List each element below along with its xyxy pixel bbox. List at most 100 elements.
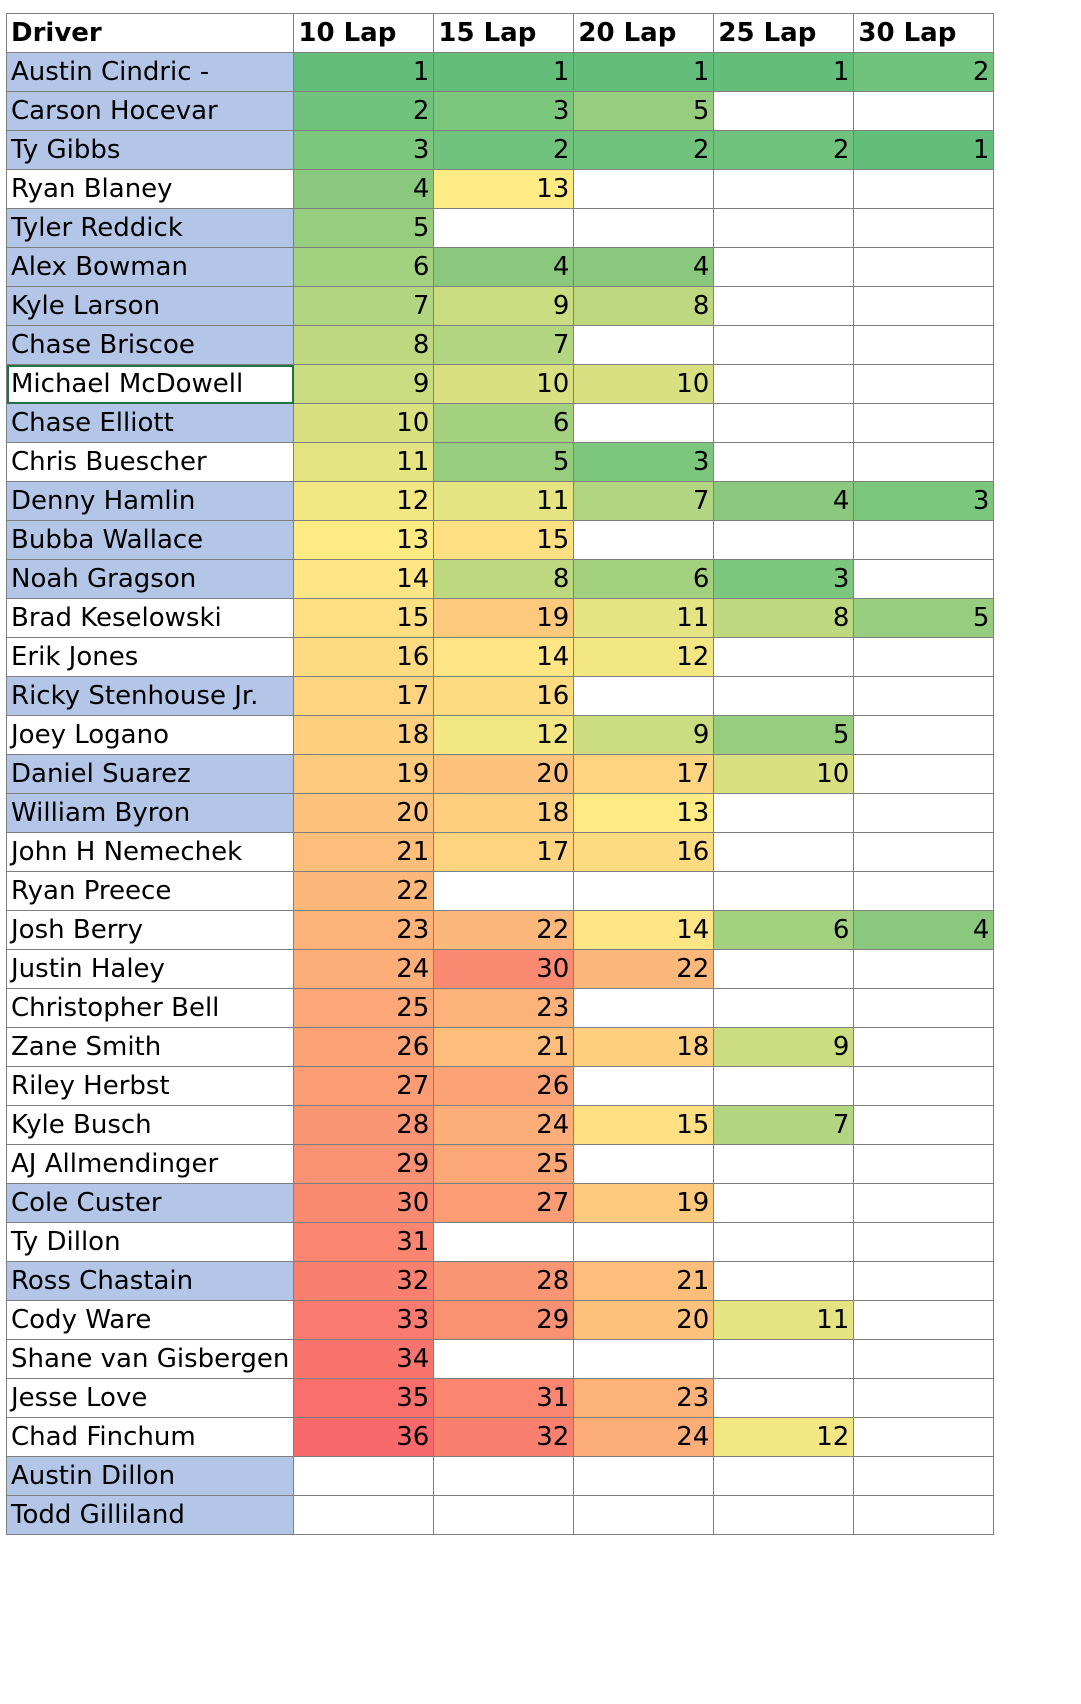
rank-cell[interactable]: 6 [433, 403, 575, 443]
rank-cell[interactable]: 8 [293, 325, 435, 365]
rank-cell[interactable]: 32 [293, 1261, 435, 1301]
rank-cell[interactable] [713, 793, 855, 833]
rank-cell[interactable] [573, 988, 715, 1028]
rank-cell[interactable]: 18 [433, 793, 575, 833]
rank-cell[interactable]: 13 [573, 793, 715, 833]
rank-cell[interactable] [573, 1339, 715, 1379]
driver-cell[interactable]: Brad Keselowski [5, 598, 295, 638]
rank-cell[interactable] [713, 1339, 855, 1379]
rank-cell[interactable] [713, 169, 855, 209]
rank-cell[interactable] [853, 871, 995, 911]
rank-cell[interactable]: 20 [573, 1300, 715, 1340]
header-30-lap[interactable]: 30 Lap [853, 13, 995, 53]
rank-cell[interactable]: 23 [433, 988, 575, 1028]
driver-cell[interactable]: Austin Cindric - [5, 52, 295, 92]
rank-cell[interactable] [573, 1456, 715, 1496]
rank-cell[interactable]: 14 [433, 637, 575, 677]
rank-cell[interactable]: 27 [433, 1183, 575, 1223]
header-driver[interactable]: Driver [5, 13, 295, 53]
rank-cell[interactable]: 7 [293, 286, 435, 326]
rank-cell[interactable] [853, 1300, 995, 1340]
header-25-lap[interactable]: 25 Lap [713, 13, 855, 53]
rank-cell[interactable] [713, 871, 855, 911]
rank-cell[interactable] [573, 520, 715, 560]
driver-cell[interactable]: Alex Bowman [5, 247, 295, 287]
rank-cell[interactable] [713, 1378, 855, 1418]
rank-cell[interactable] [573, 325, 715, 365]
rank-cell[interactable]: 10 [293, 403, 435, 443]
rank-cell[interactable]: 24 [293, 949, 435, 989]
driver-cell[interactable]: Carson Hocevar [5, 91, 295, 131]
rank-cell[interactable]: 4 [293, 169, 435, 209]
header-15-lap[interactable]: 15 Lap [433, 13, 575, 53]
rank-cell[interactable]: 2 [853, 52, 995, 92]
rank-cell[interactable] [713, 988, 855, 1028]
rank-cell[interactable]: 33 [293, 1300, 435, 1340]
rank-cell[interactable]: 23 [573, 1378, 715, 1418]
rank-cell[interactable]: 15 [293, 598, 435, 638]
driver-cell[interactable]: Shane van Gisbergen [5, 1339, 295, 1379]
driver-cell[interactable]: Christopher Bell [5, 988, 295, 1028]
driver-cell[interactable]: Noah Gragson [5, 559, 295, 599]
rank-cell[interactable]: 2 [573, 130, 715, 170]
rank-cell[interactable]: 24 [433, 1105, 575, 1145]
driver-cell[interactable]: Chad Finchum [5, 1417, 295, 1457]
rank-cell[interactable]: 16 [433, 676, 575, 716]
driver-cell[interactable]: Jesse Love [5, 1378, 295, 1418]
rank-cell[interactable] [573, 871, 715, 911]
rank-cell[interactable]: 21 [433, 1027, 575, 1067]
rank-cell[interactable] [713, 208, 855, 248]
driver-cell[interactable]: Daniel Suarez [5, 754, 295, 794]
rank-cell[interactable] [713, 1222, 855, 1262]
driver-cell[interactable]: AJ Allmendinger [5, 1144, 295, 1184]
rank-cell[interactable]: 3 [713, 559, 855, 599]
rank-cell[interactable] [573, 1066, 715, 1106]
rank-cell[interactable] [853, 1417, 995, 1457]
rank-cell[interactable] [853, 169, 995, 209]
rank-cell[interactable]: 5 [293, 208, 435, 248]
rank-cell[interactable] [853, 1066, 995, 1106]
rank-cell[interactable]: 16 [573, 832, 715, 872]
rank-cell[interactable] [713, 1261, 855, 1301]
rank-cell[interactable]: 28 [433, 1261, 575, 1301]
driver-cell[interactable]: Kyle Larson [5, 286, 295, 326]
rank-cell[interactable]: 26 [293, 1027, 435, 1067]
rank-cell[interactable]: 12 [293, 481, 435, 521]
rank-cell[interactable] [713, 91, 855, 131]
rank-cell[interactable]: 7 [433, 325, 575, 365]
rank-cell[interactable]: 4 [713, 481, 855, 521]
driver-cell[interactable]: John H Nemechek [5, 832, 295, 872]
rank-cell[interactable]: 6 [573, 559, 715, 599]
rank-cell[interactable]: 4 [433, 247, 575, 287]
rank-cell[interactable] [853, 325, 995, 365]
rank-cell[interactable]: 12 [573, 637, 715, 677]
rank-cell[interactable]: 1 [853, 130, 995, 170]
rank-cell[interactable]: 6 [293, 247, 435, 287]
driver-cell[interactable]: Austin Dillon [5, 1456, 295, 1496]
rank-cell[interactable]: 11 [713, 1300, 855, 1340]
rank-cell[interactable] [713, 1183, 855, 1223]
rank-cell[interactable] [713, 637, 855, 677]
rank-cell[interactable]: 27 [293, 1066, 435, 1106]
rank-cell[interactable]: 9 [293, 364, 435, 404]
rank-cell[interactable]: 8 [433, 559, 575, 599]
rank-cell[interactable]: 5 [433, 442, 575, 482]
rank-cell[interactable] [573, 208, 715, 248]
rank-cell[interactable]: 22 [433, 910, 575, 950]
rank-cell[interactable]: 29 [293, 1144, 435, 1184]
rank-cell[interactable]: 9 [713, 1027, 855, 1067]
rank-cell[interactable]: 11 [573, 598, 715, 638]
driver-cell[interactable]: Joey Logano [5, 715, 295, 755]
rank-cell[interactable]: 7 [713, 1105, 855, 1145]
rank-cell[interactable]: 35 [293, 1378, 435, 1418]
rank-cell[interactable] [433, 1456, 575, 1496]
driver-cell[interactable]: Zane Smith [5, 1027, 295, 1067]
rank-cell[interactable] [713, 325, 855, 365]
rank-cell[interactable]: 14 [293, 559, 435, 599]
rank-cell[interactable] [713, 832, 855, 872]
rank-cell[interactable]: 22 [293, 871, 435, 911]
rank-cell[interactable] [713, 247, 855, 287]
rank-cell[interactable]: 18 [573, 1027, 715, 1067]
driver-cell[interactable]: Cody Ware [5, 1300, 295, 1340]
driver-cell[interactable]: Ross Chastain [5, 1261, 295, 1301]
